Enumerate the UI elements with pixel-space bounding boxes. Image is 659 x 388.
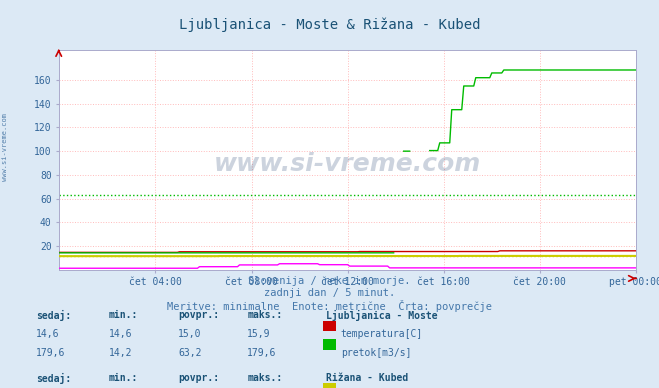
- Text: pretok[m3/s]: pretok[m3/s]: [341, 348, 411, 358]
- Text: maks.:: maks.:: [247, 310, 282, 320]
- Text: 14,6: 14,6: [109, 329, 132, 339]
- Text: povpr.:: povpr.:: [178, 373, 219, 383]
- Text: www.si-vreme.com: www.si-vreme.com: [2, 113, 9, 182]
- Text: sedaj:: sedaj:: [36, 310, 71, 321]
- Text: maks.:: maks.:: [247, 373, 282, 383]
- Text: 15,9: 15,9: [247, 329, 271, 339]
- Text: sedaj:: sedaj:: [36, 373, 71, 384]
- Text: zadnji dan / 5 minut.: zadnji dan / 5 minut.: [264, 288, 395, 298]
- Text: 179,6: 179,6: [36, 348, 66, 358]
- Text: Rižana - Kubed: Rižana - Kubed: [326, 373, 409, 383]
- Text: min.:: min.:: [109, 310, 138, 320]
- Text: Slovenija / reke in morje.: Slovenija / reke in morje.: [248, 276, 411, 286]
- Text: 179,6: 179,6: [247, 348, 277, 358]
- Text: www.si-vreme.com: www.si-vreme.com: [214, 152, 481, 177]
- Text: Meritve: minimalne  Enote: metrične  Črta: povprečje: Meritve: minimalne Enote: metrične Črta:…: [167, 300, 492, 312]
- Text: 15,0: 15,0: [178, 329, 202, 339]
- Text: 14,6: 14,6: [36, 329, 60, 339]
- Text: temperatura[C]: temperatura[C]: [341, 329, 423, 339]
- Text: 14,2: 14,2: [109, 348, 132, 358]
- Text: 63,2: 63,2: [178, 348, 202, 358]
- Text: min.:: min.:: [109, 373, 138, 383]
- Text: povpr.:: povpr.:: [178, 310, 219, 320]
- Text: Ljubljanica - Moste: Ljubljanica - Moste: [326, 310, 438, 321]
- Text: Ljubljanica - Moste & Rižana - Kubed: Ljubljanica - Moste & Rižana - Kubed: [179, 17, 480, 32]
